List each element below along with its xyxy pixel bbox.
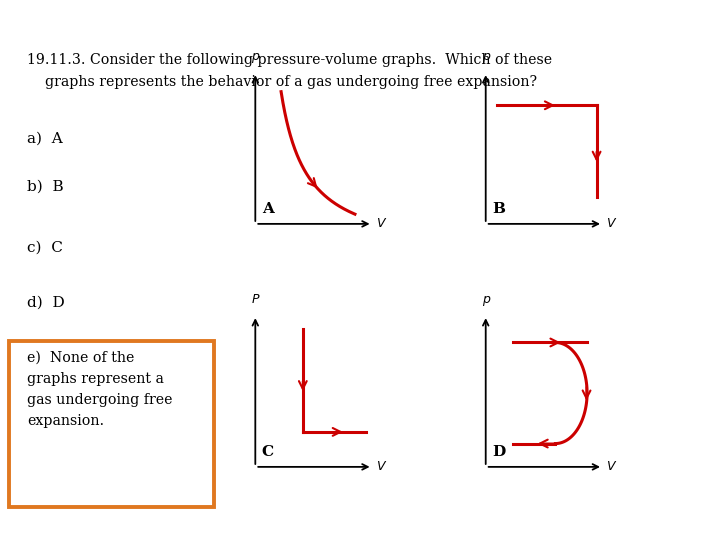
Text: W: W xyxy=(13,11,27,24)
Text: a)  A: a) A xyxy=(27,132,63,146)
Text: V: V xyxy=(606,218,615,231)
Text: A: A xyxy=(261,202,274,216)
Text: e)  None of the
graphs represent a
gas undergoing free
expansion.: e) None of the graphs represent a gas un… xyxy=(27,350,173,428)
Text: d)  D: d) D xyxy=(27,296,65,310)
Text: WILEY: WILEY xyxy=(54,8,122,27)
Text: p: p xyxy=(482,293,490,306)
Text: D: D xyxy=(492,445,505,459)
Bar xyxy=(9,341,214,507)
Text: 19.11.3. Consider the following pressure-volume graphs.  Which of these: 19.11.3. Consider the following pressure… xyxy=(27,53,552,67)
Text: V: V xyxy=(606,461,615,474)
Text: b)  B: b) B xyxy=(27,180,64,193)
Text: B: B xyxy=(492,202,505,216)
Text: c)  C: c) C xyxy=(27,240,63,254)
Text: graphs represents the behavior of a gas undergoing free expansion?: graphs represents the behavior of a gas … xyxy=(27,76,537,90)
Text: p: p xyxy=(482,50,490,63)
Text: V: V xyxy=(376,218,384,231)
Text: V: V xyxy=(376,461,384,474)
Text: p: p xyxy=(251,50,259,63)
Text: P: P xyxy=(251,293,259,306)
Text: C: C xyxy=(261,445,274,459)
